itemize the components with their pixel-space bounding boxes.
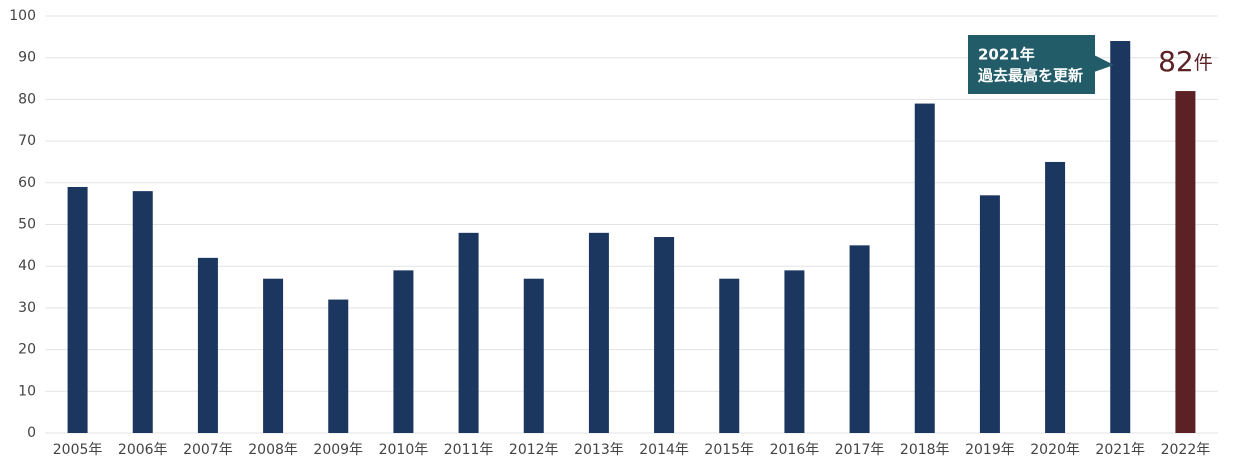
x-tick-label: 2022年: [1161, 442, 1211, 458]
y-tick-label: 10: [18, 383, 36, 399]
bar: [1110, 41, 1131, 434]
bar: [458, 232, 479, 433]
y-tick-label: 70: [18, 133, 36, 149]
y-tick-label: 40: [18, 258, 36, 274]
x-tick-label: 2011年: [444, 442, 494, 458]
bar: [1175, 91, 1196, 433]
x-tick-label: 2015年: [704, 442, 754, 458]
y-tick-label: 100: [9, 8, 36, 24]
bar: [328, 299, 349, 433]
x-tick-label: 2014年: [639, 442, 689, 458]
x-tick-label: 2019年: [965, 442, 1015, 458]
x-tick-label: 2006年: [118, 442, 168, 458]
x-tick-label: 2007年: [183, 442, 233, 458]
x-tick-label: 2016年: [770, 442, 820, 458]
y-tick-label: 90: [18, 50, 36, 66]
y-tick-label: 0: [27, 425, 36, 441]
bar: [979, 195, 1000, 433]
annotation-box: [968, 35, 1095, 94]
plot: 0 10 20 30 40 50 60 70 80 90 100 2005年 2006年 2007年 200…: [9, 8, 1218, 458]
value-label: 82件: [1158, 45, 1213, 78]
bar: [914, 103, 935, 433]
x-tick-label: 2017年: [835, 442, 885, 458]
bar: [393, 270, 414, 433]
bar: [719, 278, 740, 433]
x-tick-label: 2009年: [313, 442, 363, 458]
y-tick-label: 80: [18, 91, 36, 107]
bar: [67, 186, 88, 433]
x-tick-label: 2021年: [1095, 442, 1145, 458]
y-tick-label: 30: [18, 300, 36, 316]
bar: [588, 232, 609, 433]
y-tick-label: 60: [18, 175, 36, 191]
y-tick-label: 50: [18, 217, 36, 233]
bar: [263, 278, 284, 433]
x-tick-label: 2005年: [53, 442, 103, 458]
x-tick-label: 2018年: [900, 442, 950, 458]
x-tick-label: 2008年: [248, 442, 298, 458]
bar: [849, 245, 870, 433]
x-tick-label: 2020年: [1030, 442, 1080, 458]
annotation-pointer: [1094, 55, 1114, 72]
bar: [654, 237, 675, 433]
bar: [132, 191, 153, 433]
x-tick-label: 2013年: [574, 442, 624, 458]
bar: [197, 257, 218, 433]
bar: [1045, 161, 1066, 433]
x-tick-label: 2010年: [379, 442, 429, 458]
annotation-line: 2021年: [978, 46, 1035, 64]
y-tick-label: 20: [18, 342, 36, 358]
bar: [523, 278, 544, 433]
x-tick-label: 2012年: [509, 442, 559, 458]
bar: [784, 270, 805, 433]
annotation-line: 過去最高を更新: [977, 67, 1083, 85]
annotation: 2021年 過去最高を更新: [968, 35, 1114, 94]
